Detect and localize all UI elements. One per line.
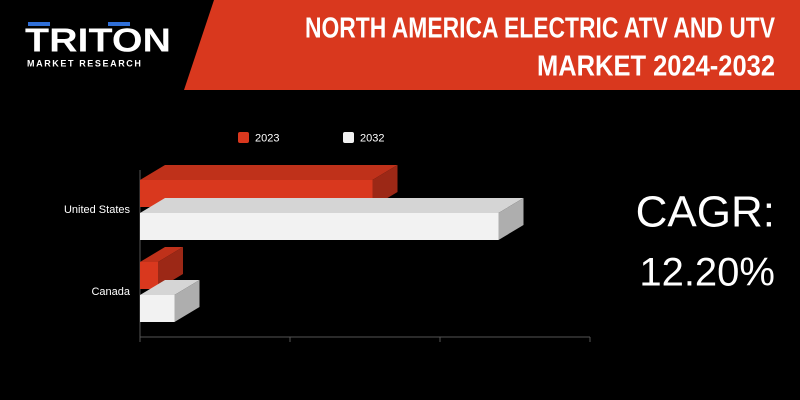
bar-top: [140, 165, 398, 180]
bar-top: [140, 247, 183, 262]
legend-label: 2032: [360, 132, 384, 144]
category-label: Canada: [91, 286, 130, 298]
cagr-value: 12.20%: [639, 251, 775, 295]
title-line: NORTH AMERICA ELECTRIC ATV AND UTV: [305, 13, 776, 45]
legend-label: 2023: [255, 132, 279, 144]
legend-swatch: [343, 132, 354, 143]
bar: [140, 295, 175, 322]
bar-top: [140, 280, 200, 295]
bar-top: [140, 198, 524, 213]
cagr-label: CAGR:: [636, 188, 775, 237]
bar: [140, 213, 499, 240]
bar-side: [174, 280, 200, 322]
legend-swatch: [238, 132, 249, 143]
logo-text: TRITON: [25, 22, 171, 59]
bar-side: [158, 247, 183, 289]
bar-side: [372, 165, 398, 207]
bar-side: [498, 198, 524, 240]
logo-accent: [108, 22, 130, 26]
bar: [140, 262, 158, 289]
logo-subtitle: MARKET RESEARCH: [27, 58, 143, 68]
title-banner: [184, 0, 800, 90]
title-line: MARKET 2024-2032: [537, 51, 775, 83]
logo-accent: [28, 22, 50, 26]
category-label: United States: [64, 204, 131, 216]
